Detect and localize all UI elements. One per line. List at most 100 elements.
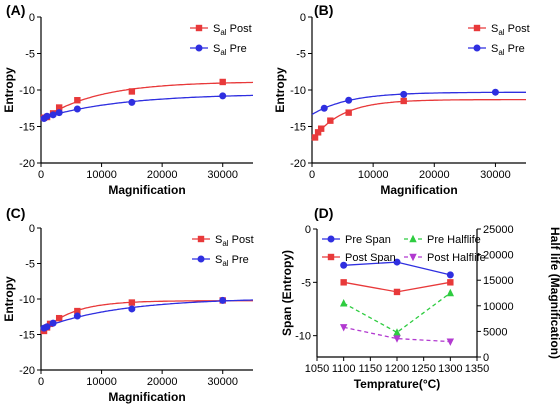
data-point [400, 90, 408, 98]
legend-label: Sal Post [215, 234, 254, 248]
legend-label-sub: al [222, 259, 228, 268]
legend-marker [409, 253, 417, 262]
x-axis-title: Magnification [380, 183, 457, 197]
legend-marker [195, 44, 203, 52]
legend-label-main: S [215, 234, 222, 246]
data-point [339, 299, 348, 307]
y-tick-label: -20 [290, 158, 306, 170]
legend-label-rest: Pre [227, 43, 247, 55]
panel-label: (D) [314, 205, 333, 221]
x-tick-label: 1050 [305, 363, 329, 375]
data-point [340, 279, 347, 286]
y-tick-label: -15 [19, 330, 35, 342]
legend-label-rest: Pre [229, 254, 249, 266]
y-tick-label: -10 [19, 85, 35, 97]
legend-label: Post Halflife [427, 252, 486, 264]
data-point [43, 323, 51, 331]
y-tick-label: 0 [29, 12, 35, 24]
legend-marker [197, 235, 205, 243]
x-axis-title: Magnification [108, 183, 185, 197]
legend-label-sub: al [220, 28, 226, 37]
y-tick-label: -10 [290, 85, 306, 97]
y2-tick-label: 10000 [483, 301, 514, 313]
legend-label-sub: al [498, 48, 504, 57]
data-point [340, 261, 348, 269]
y2-tick-label: 5000 [483, 326, 507, 338]
data-point [219, 296, 227, 304]
panel-label: (A) [6, 2, 25, 18]
legend-label-sub: al [220, 48, 226, 57]
y2-axis-title: Half life (Magnification) [548, 227, 560, 359]
legend-label: Pre Span [345, 234, 391, 246]
x-tick-label: 10000 [86, 376, 117, 388]
x-tick-label: 0 [38, 169, 44, 181]
data-point [73, 105, 81, 113]
data-point [55, 314, 63, 322]
legend-marker [197, 255, 205, 263]
y-tick-label: -5 [25, 49, 35, 61]
y2-tick-label: 0 [483, 352, 489, 364]
data-point [128, 305, 136, 313]
y-tick-label: -5 [25, 259, 35, 271]
y-axis-title: Entropy [273, 67, 287, 113]
data-point [446, 271, 454, 279]
x-tick-label: 1100 [332, 363, 356, 375]
fit-curve [40, 299, 253, 330]
data-point [393, 258, 401, 266]
y-tick-label: -10 [19, 294, 35, 306]
data-point [55, 109, 63, 117]
legend-label-rest: Pre [505, 43, 525, 55]
y2-tick-label: 15000 [483, 275, 514, 287]
x-tick-label: 0 [38, 376, 44, 388]
y-tick-label: -5 [296, 49, 306, 61]
x-tick-label: 20000 [147, 169, 178, 181]
legend-marker [327, 253, 335, 261]
data-point [311, 134, 319, 141]
y2-tick-label: 25000 [483, 224, 514, 236]
legend-label: Pre Halflife [427, 234, 481, 246]
legend-label-main: S [213, 43, 220, 55]
y-axis-title: Entropy [2, 276, 16, 322]
x-tick-label: 1300 [438, 363, 462, 375]
legend-label-main: S [213, 23, 220, 35]
data-point [317, 125, 325, 132]
panel-label: (C) [6, 205, 25, 221]
data-point [393, 288, 401, 296]
y2-tick-label: 20000 [483, 250, 514, 262]
y-tick-label: -5 [301, 277, 311, 289]
y-tick-label: -20 [19, 158, 35, 170]
y-axis-title: Span (Entropy) [280, 250, 294, 336]
y-tick-label: -20 [19, 365, 35, 377]
data-point [393, 328, 401, 336]
data-point [339, 324, 348, 332]
x-tick-label: 10000 [358, 169, 389, 181]
y-tick-label: -15 [290, 122, 306, 134]
data-point [446, 338, 455, 346]
panel-a: (A) 0 10000 20000 30000 -20 -15 -10 -5 0 Magnifica… [2, 2, 254, 197]
fit-curve [311, 91, 526, 116]
data-point [128, 299, 136, 306]
panel-b: (B) 0 10000 20000 30000 -20 -15 -10 -5 0 Magnifica… [273, 2, 530, 197]
legend: Sal Post Sal Pre [190, 23, 252, 57]
data-point [49, 111, 57, 119]
legend-label-sub: al [222, 239, 228, 248]
data-point [73, 312, 81, 320]
legend-label: Sal Pre [215, 254, 249, 268]
x-tick-label: 0 [309, 169, 315, 181]
panel-d: (D) 1050 1100 1150 1200 1250 1300 1350 -10 -5 0 Tem… [280, 205, 560, 391]
data-point [74, 307, 81, 315]
x-tick-label: 30000 [207, 376, 238, 388]
data-point [345, 96, 353, 104]
x-tick-label: 20000 [147, 376, 178, 388]
data-point [446, 288, 455, 297]
legend-label: Sal Post [491, 23, 530, 37]
legend-marker [473, 44, 481, 52]
legend-label-rest: Post [227, 23, 252, 35]
y-tick-label: 0 [300, 12, 306, 24]
data-point [128, 98, 136, 106]
legend-marker [195, 24, 203, 32]
data-point [345, 109, 352, 116]
y-tick-label: -15 [19, 122, 35, 134]
data-point [55, 104, 63, 111]
